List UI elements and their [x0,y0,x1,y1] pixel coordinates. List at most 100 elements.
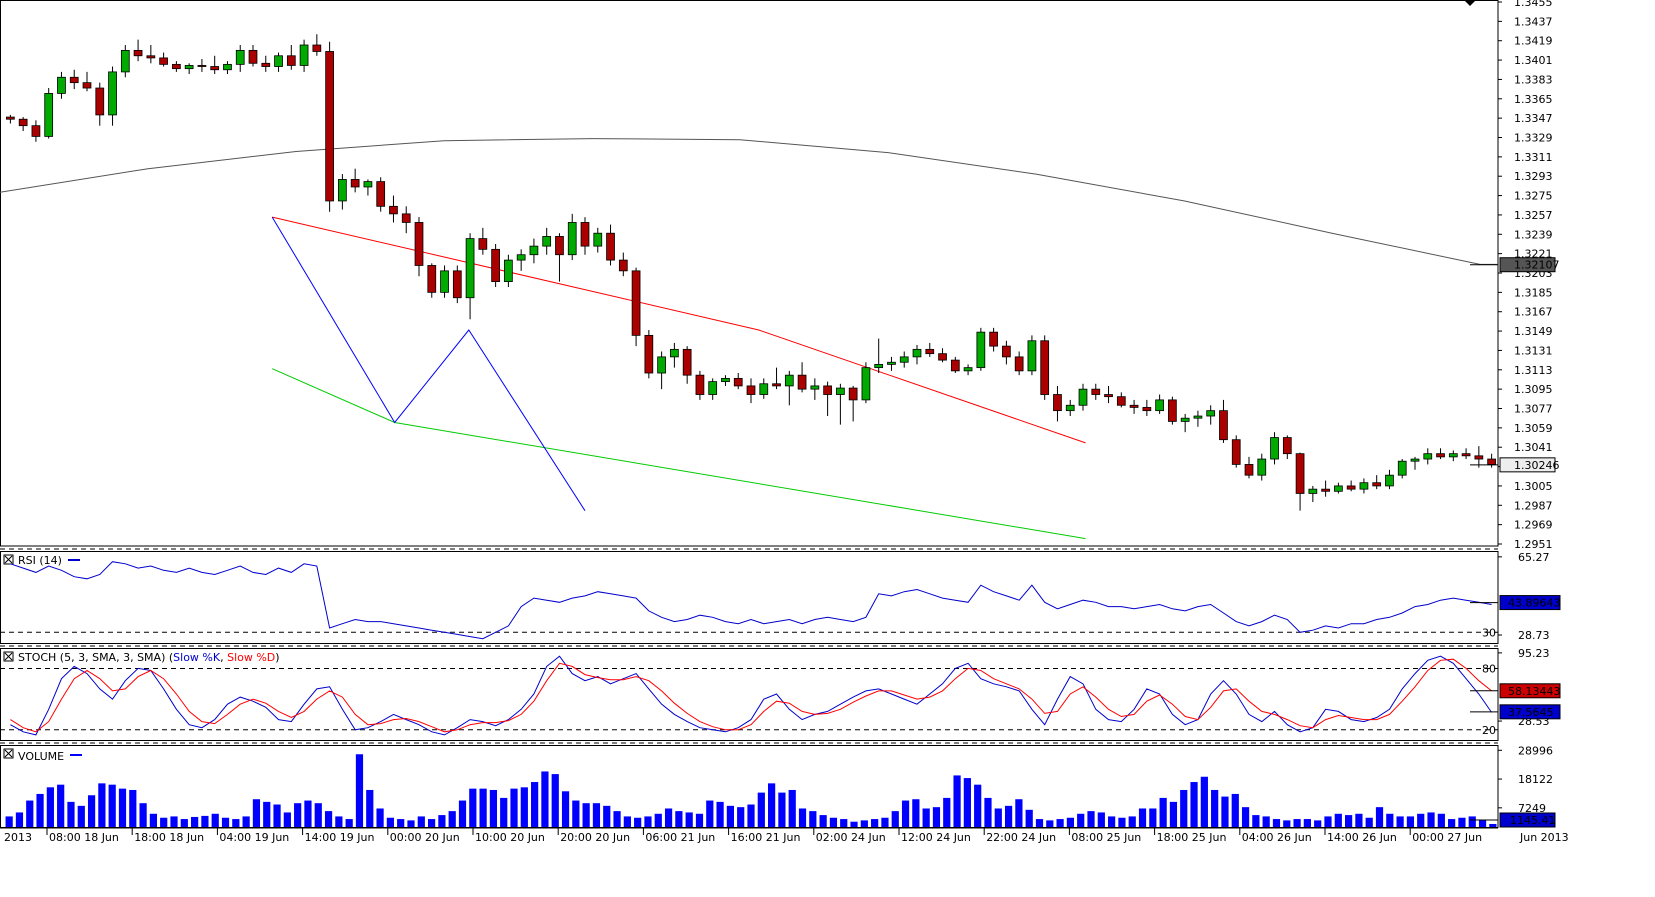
volume-axis-label: 28996 [1518,744,1553,757]
volume-bar [1118,817,1126,827]
volume-bar [1077,813,1085,827]
time-axis-label: 08:00 18 Jun [49,831,119,844]
stoch-k-line [10,655,1493,736]
volume-bar [809,811,817,827]
candle-body [1423,453,1433,460]
volume-bar [1303,819,1311,827]
price-axis-label: 1.3167 [1514,306,1553,319]
candle-body [1461,453,1471,457]
volume-bar [242,816,250,827]
volume-bar [26,800,34,827]
price-axis-label: 1.3347 [1514,112,1553,125]
candle-body [1372,482,1382,487]
rsi-collapse-x-icon [4,555,13,564]
last-price-value-box [1499,457,1556,473]
volume-bar [572,800,580,827]
volume-bar [438,815,446,827]
upper-channel-line [272,216,1086,444]
volume-bar [304,800,312,827]
volume-bar [840,819,848,827]
candle-body [682,348,692,376]
price-axis-label: 1.2951 [1514,538,1553,551]
volume-bar [881,817,889,827]
volume-bar [1468,816,1476,827]
candle-body [338,179,347,202]
time-axis-label: 08:00 25 Jun [1071,831,1141,844]
time-axis-label: 04:00 19 Jun [219,831,289,844]
volume-bar [798,808,807,827]
candle-body [950,359,960,372]
volume-bar [1231,793,1239,827]
stoch-d-line [10,658,1492,733]
volume-bar [57,784,65,827]
volume-bar [1272,819,1281,827]
candle-body [1180,417,1190,422]
volume-bar [603,805,611,827]
volume-bar [1211,789,1219,827]
volume-bar [15,812,24,827]
volume-bar [984,797,992,827]
candle-body [120,49,130,73]
price-axis-label: 1.3383 [1514,73,1553,86]
candle-body [95,87,105,116]
candle-body [440,270,449,293]
volume-axis-label: 7249 [1518,802,1546,815]
rsi-collapse-icon [3,554,14,565]
volume-value-text: 1145.41 [1510,814,1556,827]
volume-bar [716,801,724,827]
volume-bar [160,817,168,827]
volume-bar [1128,816,1136,827]
volume-bar [180,819,188,827]
candle-body [695,374,705,395]
stoch-axis-label: 95.23 [1518,647,1550,660]
candle-body [733,377,743,387]
volume-bar [510,788,518,827]
candle-body [414,222,424,266]
rsi-value-box [1499,595,1561,611]
volume-bar [963,778,971,827]
volume-bar [118,788,127,827]
candle-body [1002,345,1011,358]
zigzag-line [271,216,586,511]
time-axis: 2013 08:00 18 Jun 18:00 18 Jun 04:00 19 Jun… [0,827,1569,844]
volume-bar [726,805,734,827]
candle-body [172,63,181,70]
candle-body [57,76,66,94]
volume-bar [706,800,714,827]
candle-body [1040,340,1050,395]
candle-body [1027,340,1037,372]
price-axis-label: 1.3077 [1514,403,1553,416]
volume-bar [613,811,621,827]
time-axis-label: 00:00 27 Jun [1412,831,1482,844]
volume-bar [283,812,291,827]
stoch-legend-d: Slow %D [227,651,275,664]
volume-bar [778,792,786,827]
candle-body [989,331,998,347]
candle-body [427,265,437,293]
candle-body [312,44,322,52]
rsi-pane: RSI (14) 30 65.27 28.73 43.89643 [0,551,1561,647]
volume-bar [87,795,96,827]
stoch-legend-k: Slow %K [173,651,221,664]
candle-body [899,356,909,363]
volume-bar [1293,819,1301,827]
volume-title: VOLUME [18,750,64,763]
candle-body [874,364,884,369]
volume-bar [36,793,44,827]
candle-body [606,232,615,261]
volume-bar [1200,776,1208,827]
time-axis-label: 06:00 21 Jun [645,831,715,844]
volume-bar [1087,811,1095,827]
candle-body [784,374,794,387]
volume-bar [314,803,322,827]
candle-body [1078,388,1088,406]
time-axis-label: 14:00 19 Jun [305,831,375,844]
candle-body [1321,488,1330,492]
candle-body [146,55,156,59]
candle-body [1206,410,1216,417]
volume-bar [819,815,827,827]
stoch-level-label: 20 [1482,724,1496,737]
candle-body [401,213,411,223]
stoch-pane: STOCH (5, 3, SMA, 3, SMA) (Slow %K, Slow… [0,647,1561,744]
volume-bar [1262,816,1270,827]
